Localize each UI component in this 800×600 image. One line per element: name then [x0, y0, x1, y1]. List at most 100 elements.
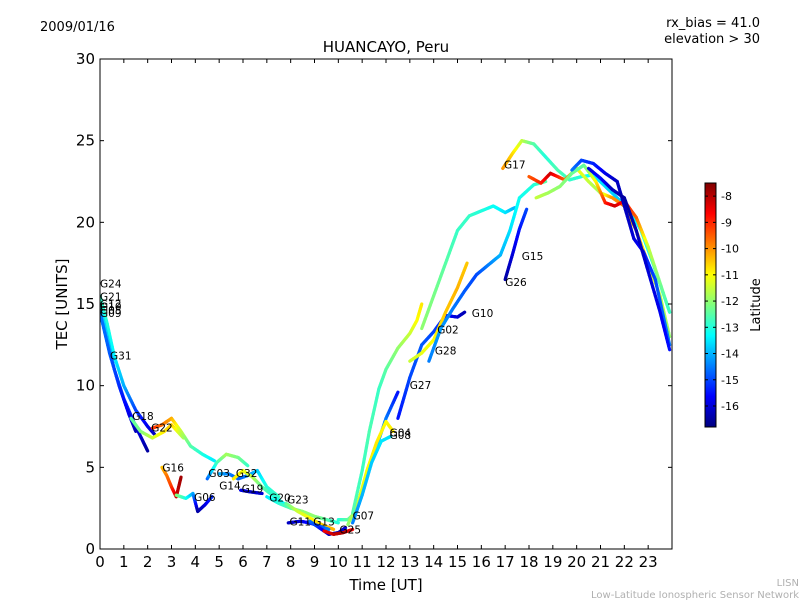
trace-segment	[211, 458, 216, 463]
x-tick-label: 13	[400, 553, 419, 571]
trace-segment	[152, 432, 157, 437]
trace-g22	[150, 416, 216, 463]
satellite-label: G16	[162, 462, 184, 474]
trace-g18	[129, 416, 186, 440]
trace-segment	[395, 390, 400, 397]
colorbar-tick-label: -15	[721, 374, 739, 387]
trace-segment	[665, 304, 672, 314]
colorbar-tick-label: -13	[721, 321, 739, 334]
x-tick-label: 0	[95, 553, 105, 571]
satellite-label: G19	[242, 484, 263, 496]
x-tick-label: 4	[191, 553, 201, 571]
trace-segment	[667, 344, 672, 352]
colorbar-tick-label: -9	[721, 216, 732, 229]
trace-g24	[100, 294, 157, 437]
x-tick-label: 22	[615, 553, 634, 571]
trace-g08	[351, 434, 393, 525]
satellite-label: G24	[100, 279, 122, 291]
trace-g03	[205, 452, 250, 481]
colorbar-tick-label: -12	[721, 295, 739, 308]
x-tick-label: 11	[353, 553, 372, 571]
trace-segment	[133, 428, 138, 433]
trace-g27	[351, 302, 424, 515]
satellite-label: G10	[472, 308, 494, 320]
trace-segment	[464, 261, 469, 268]
x-tick-label: 14	[424, 553, 443, 571]
date-label: 2009/01/16	[40, 20, 115, 35]
trace-g10	[420, 204, 517, 331]
x-tick-label: 8	[286, 553, 296, 571]
x-tick-label: 21	[591, 553, 610, 571]
trace-g25	[322, 527, 355, 536]
trace-g26	[503, 207, 529, 282]
satellite-label: G15	[522, 251, 544, 263]
satellite-label: G21	[100, 292, 122, 304]
axes-frame	[99, 58, 673, 550]
x-tick-label: 12	[376, 553, 395, 571]
trace-g28	[408, 261, 469, 363]
satellite-label: G22	[151, 422, 173, 434]
x-tick-label: 10	[329, 553, 348, 571]
x-tick-label: 19	[543, 553, 562, 571]
colorbar-tick-label: -14	[721, 348, 739, 361]
satellite-label: G25	[340, 525, 362, 537]
plot-area: G24G21G12G10G05G09G31G18G22G16G06G03G14G…	[100, 139, 672, 537]
trace-g32	[231, 469, 288, 507]
x-tick-label: 1	[119, 553, 129, 571]
elevation-label: elevation > 30	[664, 32, 760, 47]
satellite-label: G32	[236, 468, 258, 480]
y-axis-label: TEC [UNITS]	[53, 259, 71, 351]
y-tick-label: 30	[76, 50, 95, 68]
trace-g23	[284, 501, 336, 532]
satellite-label: G04	[390, 427, 412, 439]
satellite-label: G10	[100, 302, 122, 314]
satellite-label: G05	[100, 305, 122, 317]
satellite-label: G07	[353, 511, 375, 523]
satellite-label: G27	[410, 380, 432, 392]
y-tick-label: 5	[85, 458, 95, 476]
colorbar-tick-label: -16	[721, 400, 739, 413]
satellite-label: G11	[290, 516, 312, 528]
satellite-label: G17	[504, 159, 526, 171]
chart-title: HUANCAYO, Peru	[323, 38, 449, 56]
trace-segment	[275, 494, 281, 499]
credit-short: LISN	[777, 578, 799, 589]
trace-g19	[239, 488, 264, 496]
colorbar-tick-label: -10	[721, 243, 739, 256]
y-tick-label: 0	[85, 540, 95, 558]
y-tick-label: 10	[76, 377, 95, 395]
satellite-label: G28	[435, 346, 457, 358]
x-tick-label: 7	[262, 553, 272, 571]
satellite-label: G23	[287, 494, 309, 506]
trace-g20	[265, 495, 340, 525]
x-tick-label: 20	[567, 553, 586, 571]
satellite-label: G20	[269, 493, 291, 505]
x-tick-label: 9	[310, 553, 320, 571]
satellite-label: G31	[110, 351, 132, 363]
satellite-label: G13	[313, 516, 335, 528]
satellite-label: G06	[194, 492, 216, 504]
trace-g30	[534, 163, 672, 314]
satellite-label: G08	[390, 430, 412, 442]
trace-segment	[245, 463, 250, 468]
y-tick-label: 20	[76, 213, 95, 231]
x-tick-label: 23	[639, 553, 658, 571]
x-tick-label: 17	[496, 553, 515, 571]
satellite-label: G26	[505, 277, 527, 289]
satellite-label: G03	[208, 468, 230, 480]
x-tick-label: 2	[143, 553, 153, 571]
satellite-label: G14	[219, 480, 241, 492]
credit-long: Low-Latitude Ionospheric Sensor Network	[591, 590, 799, 600]
y-tick-label: 25	[76, 132, 95, 150]
x-tick-label: 5	[214, 553, 224, 571]
x-axis-label: Time [UT]	[348, 576, 422, 594]
y-tick-label: 15	[76, 295, 95, 313]
colorbar-tick-label: -8	[721, 190, 732, 203]
x-tick-label: 6	[238, 553, 248, 571]
x-tick-label: 15	[448, 553, 467, 571]
trace-g05	[586, 166, 672, 352]
trace-segment	[667, 330, 672, 339]
trace-g06	[174, 491, 214, 514]
trace-g14	[217, 469, 281, 499]
